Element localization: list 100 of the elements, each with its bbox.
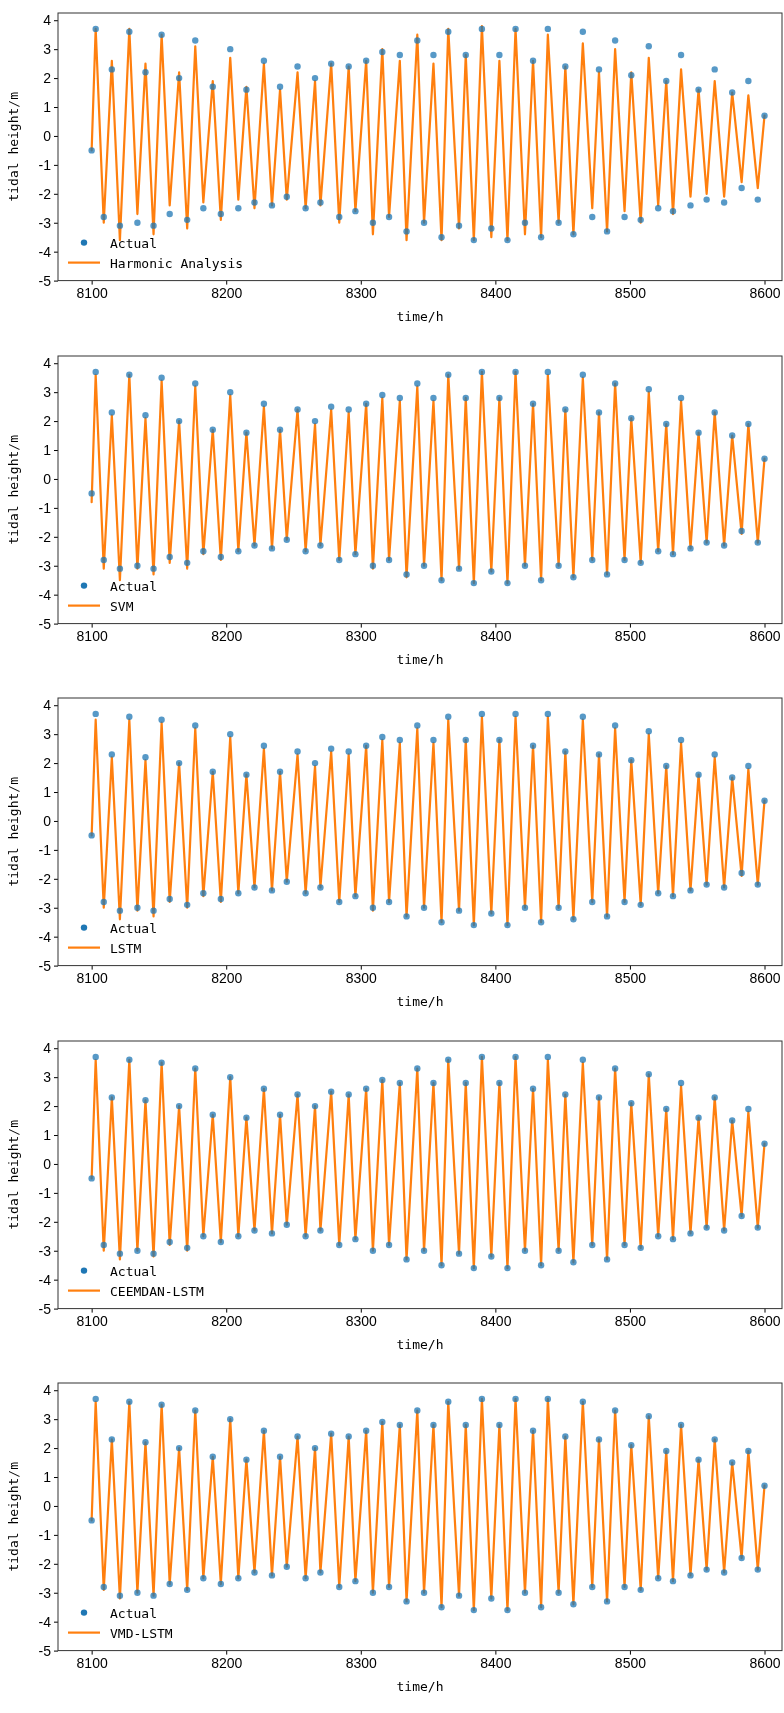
- x-tick-label: 8400: [480, 1312, 512, 1329]
- x-tick-label: 8200: [211, 1312, 243, 1329]
- y-tick-label: -1: [38, 1184, 52, 1201]
- y-tick-label: -1: [38, 499, 52, 516]
- x-axis-title: time/h: [396, 1678, 444, 1694]
- y-tick-label: 4: [43, 697, 52, 714]
- x-tick-label: 8200: [211, 627, 243, 644]
- y-tick-label: -5: [38, 1642, 52, 1659]
- x-tick-label: 8400: [480, 627, 512, 644]
- y-tick-label: 0: [43, 127, 52, 144]
- y-tick-label: 0: [43, 813, 52, 830]
- y-tick-label: 3: [43, 1068, 52, 1085]
- x-tick-label: 8200: [211, 284, 243, 301]
- y-tick-label: -3: [38, 557, 52, 574]
- x-tick-label: 8300: [345, 1312, 378, 1329]
- y-tick-label: -1: [38, 1527, 52, 1544]
- y-tick-label: -2: [38, 528, 52, 545]
- x-tick-label: 8400: [480, 1654, 512, 1671]
- y-tick-label: -2: [38, 185, 52, 202]
- y-tick-label: -4: [38, 1271, 52, 1288]
- x-tick-label: 8100: [76, 284, 108, 301]
- y-tick-label: -5: [38, 272, 52, 289]
- x-axis-title: time/h: [396, 308, 444, 324]
- x-tick-label: 8300: [345, 1654, 378, 1671]
- x-tick-label: 8600: [749, 969, 781, 986]
- y-tick-label: -3: [38, 1242, 52, 1259]
- legend-label: VMD-LSTM: [110, 1625, 173, 1641]
- y-axis-title: tidal height/m: [6, 1119, 21, 1230]
- x-tick-label: 8100: [76, 1654, 108, 1671]
- y-tick-label: -4: [38, 243, 52, 260]
- y-tick-label: -5: [38, 957, 52, 974]
- x-tick-label: 8500: [614, 284, 647, 301]
- y-tick-label: 0: [43, 1155, 52, 1172]
- x-tick-label: 8300: [345, 969, 378, 986]
- x-axis-title: time/h: [396, 651, 444, 667]
- x-tick-label: 8500: [614, 1312, 647, 1329]
- y-tick-label: 3: [43, 41, 52, 58]
- y-tick-label: -5: [38, 1300, 52, 1317]
- x-tick-label: 8600: [749, 284, 781, 301]
- y-tick-label: 3: [43, 383, 52, 400]
- y-tick-label: -3: [38, 899, 52, 916]
- x-tick-label: 8100: [76, 1312, 108, 1329]
- y-tick-label: 2: [43, 755, 52, 772]
- legend-label: SVM: [110, 598, 134, 614]
- y-tick-label: 4: [43, 1039, 52, 1056]
- y-tick-label: 4: [43, 12, 52, 29]
- y-tick-label: -2: [38, 1213, 52, 1230]
- y-tick-label: 1: [43, 784, 52, 801]
- y-tick-label: 1: [43, 1469, 52, 1486]
- y-tick-label: 1: [43, 441, 52, 458]
- x-tick-label: 8500: [614, 1654, 647, 1671]
- x-tick-label: 8400: [480, 969, 512, 986]
- legend-label: Harmonic Analysis: [110, 255, 244, 271]
- y-tick-label: -2: [38, 1556, 52, 1573]
- y-tick-label: -3: [38, 1585, 52, 1602]
- y-tick-label: -4: [38, 586, 52, 603]
- y-tick-label: -1: [38, 156, 52, 173]
- legend-label: Actual: [110, 920, 157, 936]
- x-axis-title: time/h: [396, 1336, 444, 1352]
- y-tick-label: -4: [38, 1614, 52, 1631]
- x-tick-label: 8400: [480, 284, 512, 301]
- x-tick-label: 8100: [76, 627, 108, 644]
- y-axis-title: tidal height/m: [6, 434, 21, 545]
- legend-label: CEEMDAN-LSTM: [110, 1283, 205, 1299]
- y-tick-label: 1: [43, 99, 52, 115]
- x-tick-label: 8600: [749, 1312, 781, 1329]
- y-tick-label: 1: [43, 1126, 52, 1143]
- legend-label: Actual: [110, 1263, 157, 1279]
- y-tick-label: 3: [43, 726, 52, 743]
- y-tick-label: -2: [38, 870, 52, 887]
- y-tick-label: -5: [38, 615, 52, 632]
- y-axis-title: tidal height/m: [6, 1462, 21, 1572]
- y-tick-label: 4: [43, 354, 52, 371]
- legend-label: Actual: [110, 1605, 157, 1621]
- y-tick-label: 3: [43, 1411, 52, 1428]
- y-tick-label: 2: [43, 412, 52, 429]
- y-tick-label: 4: [43, 1382, 52, 1399]
- y-tick-label: 2: [43, 70, 52, 87]
- x-tick-label: 8200: [211, 1654, 243, 1671]
- legend-label: LSTM: [110, 940, 142, 956]
- x-tick-label: 8100: [76, 969, 108, 986]
- legend-label: Actual: [110, 235, 157, 251]
- y-tick-label: 0: [43, 1498, 52, 1515]
- x-tick-label: 8200: [211, 969, 243, 986]
- x-tick-label: 8600: [749, 1654, 781, 1671]
- x-axis-title: time/h: [396, 993, 444, 1009]
- legend-label: Actual: [110, 578, 157, 594]
- x-tick-label: 8300: [345, 284, 378, 301]
- x-tick-label: 8300: [345, 627, 378, 644]
- y-tick-label: -1: [38, 842, 52, 859]
- x-tick-label: 8500: [614, 969, 647, 986]
- y-tick-label: 2: [43, 1097, 52, 1114]
- y-tick-label: -3: [38, 214, 52, 231]
- x-tick-label: 8600: [749, 627, 781, 644]
- y-axis-title: tidal height/m: [6, 777, 21, 887]
- y-axis-title: tidal height/m: [6, 91, 21, 202]
- y-tick-label: -4: [38, 928, 52, 945]
- x-tick-label: 8500: [614, 627, 647, 644]
- y-tick-label: 0: [43, 470, 52, 487]
- y-tick-label: 2: [43, 1440, 52, 1457]
